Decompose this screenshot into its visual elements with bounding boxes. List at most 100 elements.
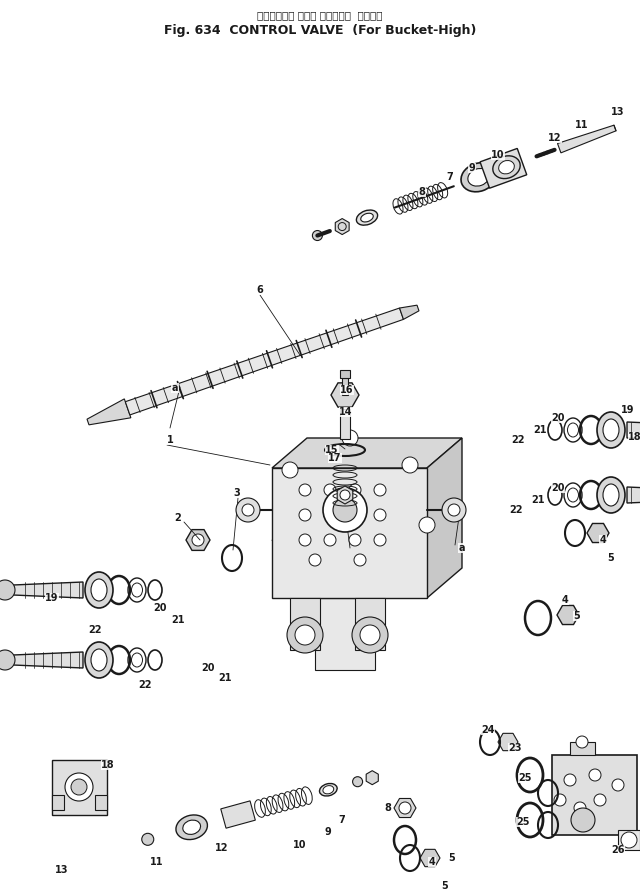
Text: 21: 21 — [531, 495, 545, 505]
Ellipse shape — [176, 815, 207, 839]
Circle shape — [374, 484, 386, 496]
Circle shape — [342, 430, 358, 446]
Circle shape — [354, 554, 366, 566]
Ellipse shape — [597, 477, 625, 513]
Text: 25: 25 — [518, 773, 532, 783]
Text: 21: 21 — [218, 673, 232, 683]
Text: 5: 5 — [449, 853, 456, 863]
Text: 21: 21 — [172, 615, 185, 625]
Text: 18: 18 — [628, 432, 640, 442]
Circle shape — [65, 773, 93, 801]
Text: 9: 9 — [324, 827, 332, 837]
Polygon shape — [394, 798, 416, 818]
Polygon shape — [87, 399, 131, 425]
Circle shape — [571, 808, 595, 832]
Polygon shape — [627, 487, 640, 503]
Bar — [272, 468, 427, 598]
Polygon shape — [290, 598, 320, 650]
Text: 20: 20 — [551, 413, 564, 423]
Circle shape — [353, 777, 363, 787]
Text: 16: 16 — [340, 385, 354, 395]
Circle shape — [349, 484, 361, 496]
Bar — [570, 742, 595, 755]
Circle shape — [576, 736, 588, 748]
Ellipse shape — [603, 419, 619, 441]
Text: 25: 25 — [516, 817, 530, 827]
Text: 22: 22 — [88, 625, 102, 635]
Text: コントロール バルブ （バケット  ハイ用）: コントロール バルブ （バケット ハイ用） — [257, 10, 383, 20]
Polygon shape — [315, 598, 375, 670]
Text: 18: 18 — [101, 760, 115, 770]
Ellipse shape — [461, 163, 496, 192]
Circle shape — [589, 769, 601, 781]
Polygon shape — [627, 422, 640, 438]
Text: 20: 20 — [153, 603, 167, 613]
Text: 19: 19 — [621, 405, 635, 415]
Text: 4: 4 — [562, 595, 568, 605]
Circle shape — [612, 779, 624, 791]
Polygon shape — [480, 149, 527, 188]
Circle shape — [236, 498, 260, 522]
Circle shape — [554, 794, 566, 806]
Text: 15: 15 — [325, 445, 339, 455]
Ellipse shape — [597, 412, 625, 448]
Text: 3: 3 — [234, 488, 241, 498]
Circle shape — [299, 509, 311, 521]
Polygon shape — [272, 540, 427, 598]
Polygon shape — [125, 308, 403, 415]
Circle shape — [574, 802, 586, 814]
Text: 2: 2 — [175, 513, 181, 523]
Text: 11: 11 — [150, 857, 164, 867]
Polygon shape — [557, 125, 616, 153]
Text: 20: 20 — [551, 483, 564, 493]
Text: 5: 5 — [607, 553, 614, 563]
Polygon shape — [335, 218, 349, 234]
Circle shape — [242, 504, 254, 516]
Text: 14: 14 — [339, 407, 353, 417]
Text: Fig. 634  CONTROL VALVE  (For Bucket-High): Fig. 634 CONTROL VALVE (For Bucket-High) — [164, 24, 476, 37]
Ellipse shape — [85, 642, 113, 678]
Text: 22: 22 — [511, 435, 525, 445]
Text: 11: 11 — [575, 120, 589, 130]
Circle shape — [282, 462, 298, 478]
Text: 24: 24 — [481, 725, 495, 735]
Polygon shape — [587, 524, 609, 543]
Text: 19: 19 — [45, 593, 59, 603]
Text: a: a — [172, 383, 179, 393]
Ellipse shape — [319, 783, 337, 796]
Text: 7: 7 — [339, 815, 346, 825]
Polygon shape — [399, 305, 419, 319]
Polygon shape — [186, 529, 210, 551]
Circle shape — [309, 554, 321, 566]
Text: 21: 21 — [533, 425, 547, 435]
Circle shape — [0, 650, 15, 670]
Ellipse shape — [603, 484, 619, 506]
Circle shape — [333, 498, 357, 522]
Polygon shape — [427, 438, 462, 598]
Polygon shape — [221, 801, 255, 829]
Polygon shape — [366, 771, 378, 785]
Text: 13: 13 — [55, 865, 68, 875]
Bar — [95, 795, 107, 810]
Ellipse shape — [468, 168, 490, 186]
Text: 17: 17 — [328, 453, 342, 463]
Ellipse shape — [323, 786, 333, 794]
Text: 6: 6 — [257, 285, 264, 295]
Circle shape — [442, 498, 466, 522]
Polygon shape — [420, 849, 440, 867]
Circle shape — [352, 617, 388, 653]
Circle shape — [564, 774, 576, 786]
Circle shape — [360, 625, 380, 645]
Text: 22: 22 — [138, 680, 152, 690]
Text: 12: 12 — [548, 133, 562, 143]
Text: 10: 10 — [293, 840, 307, 850]
Circle shape — [399, 802, 411, 814]
Text: 5: 5 — [442, 881, 449, 891]
Text: 4: 4 — [429, 857, 435, 867]
Circle shape — [0, 580, 15, 600]
Circle shape — [594, 794, 606, 806]
Circle shape — [299, 484, 311, 496]
Bar — [52, 795, 64, 810]
Circle shape — [340, 490, 350, 500]
Circle shape — [621, 832, 637, 848]
